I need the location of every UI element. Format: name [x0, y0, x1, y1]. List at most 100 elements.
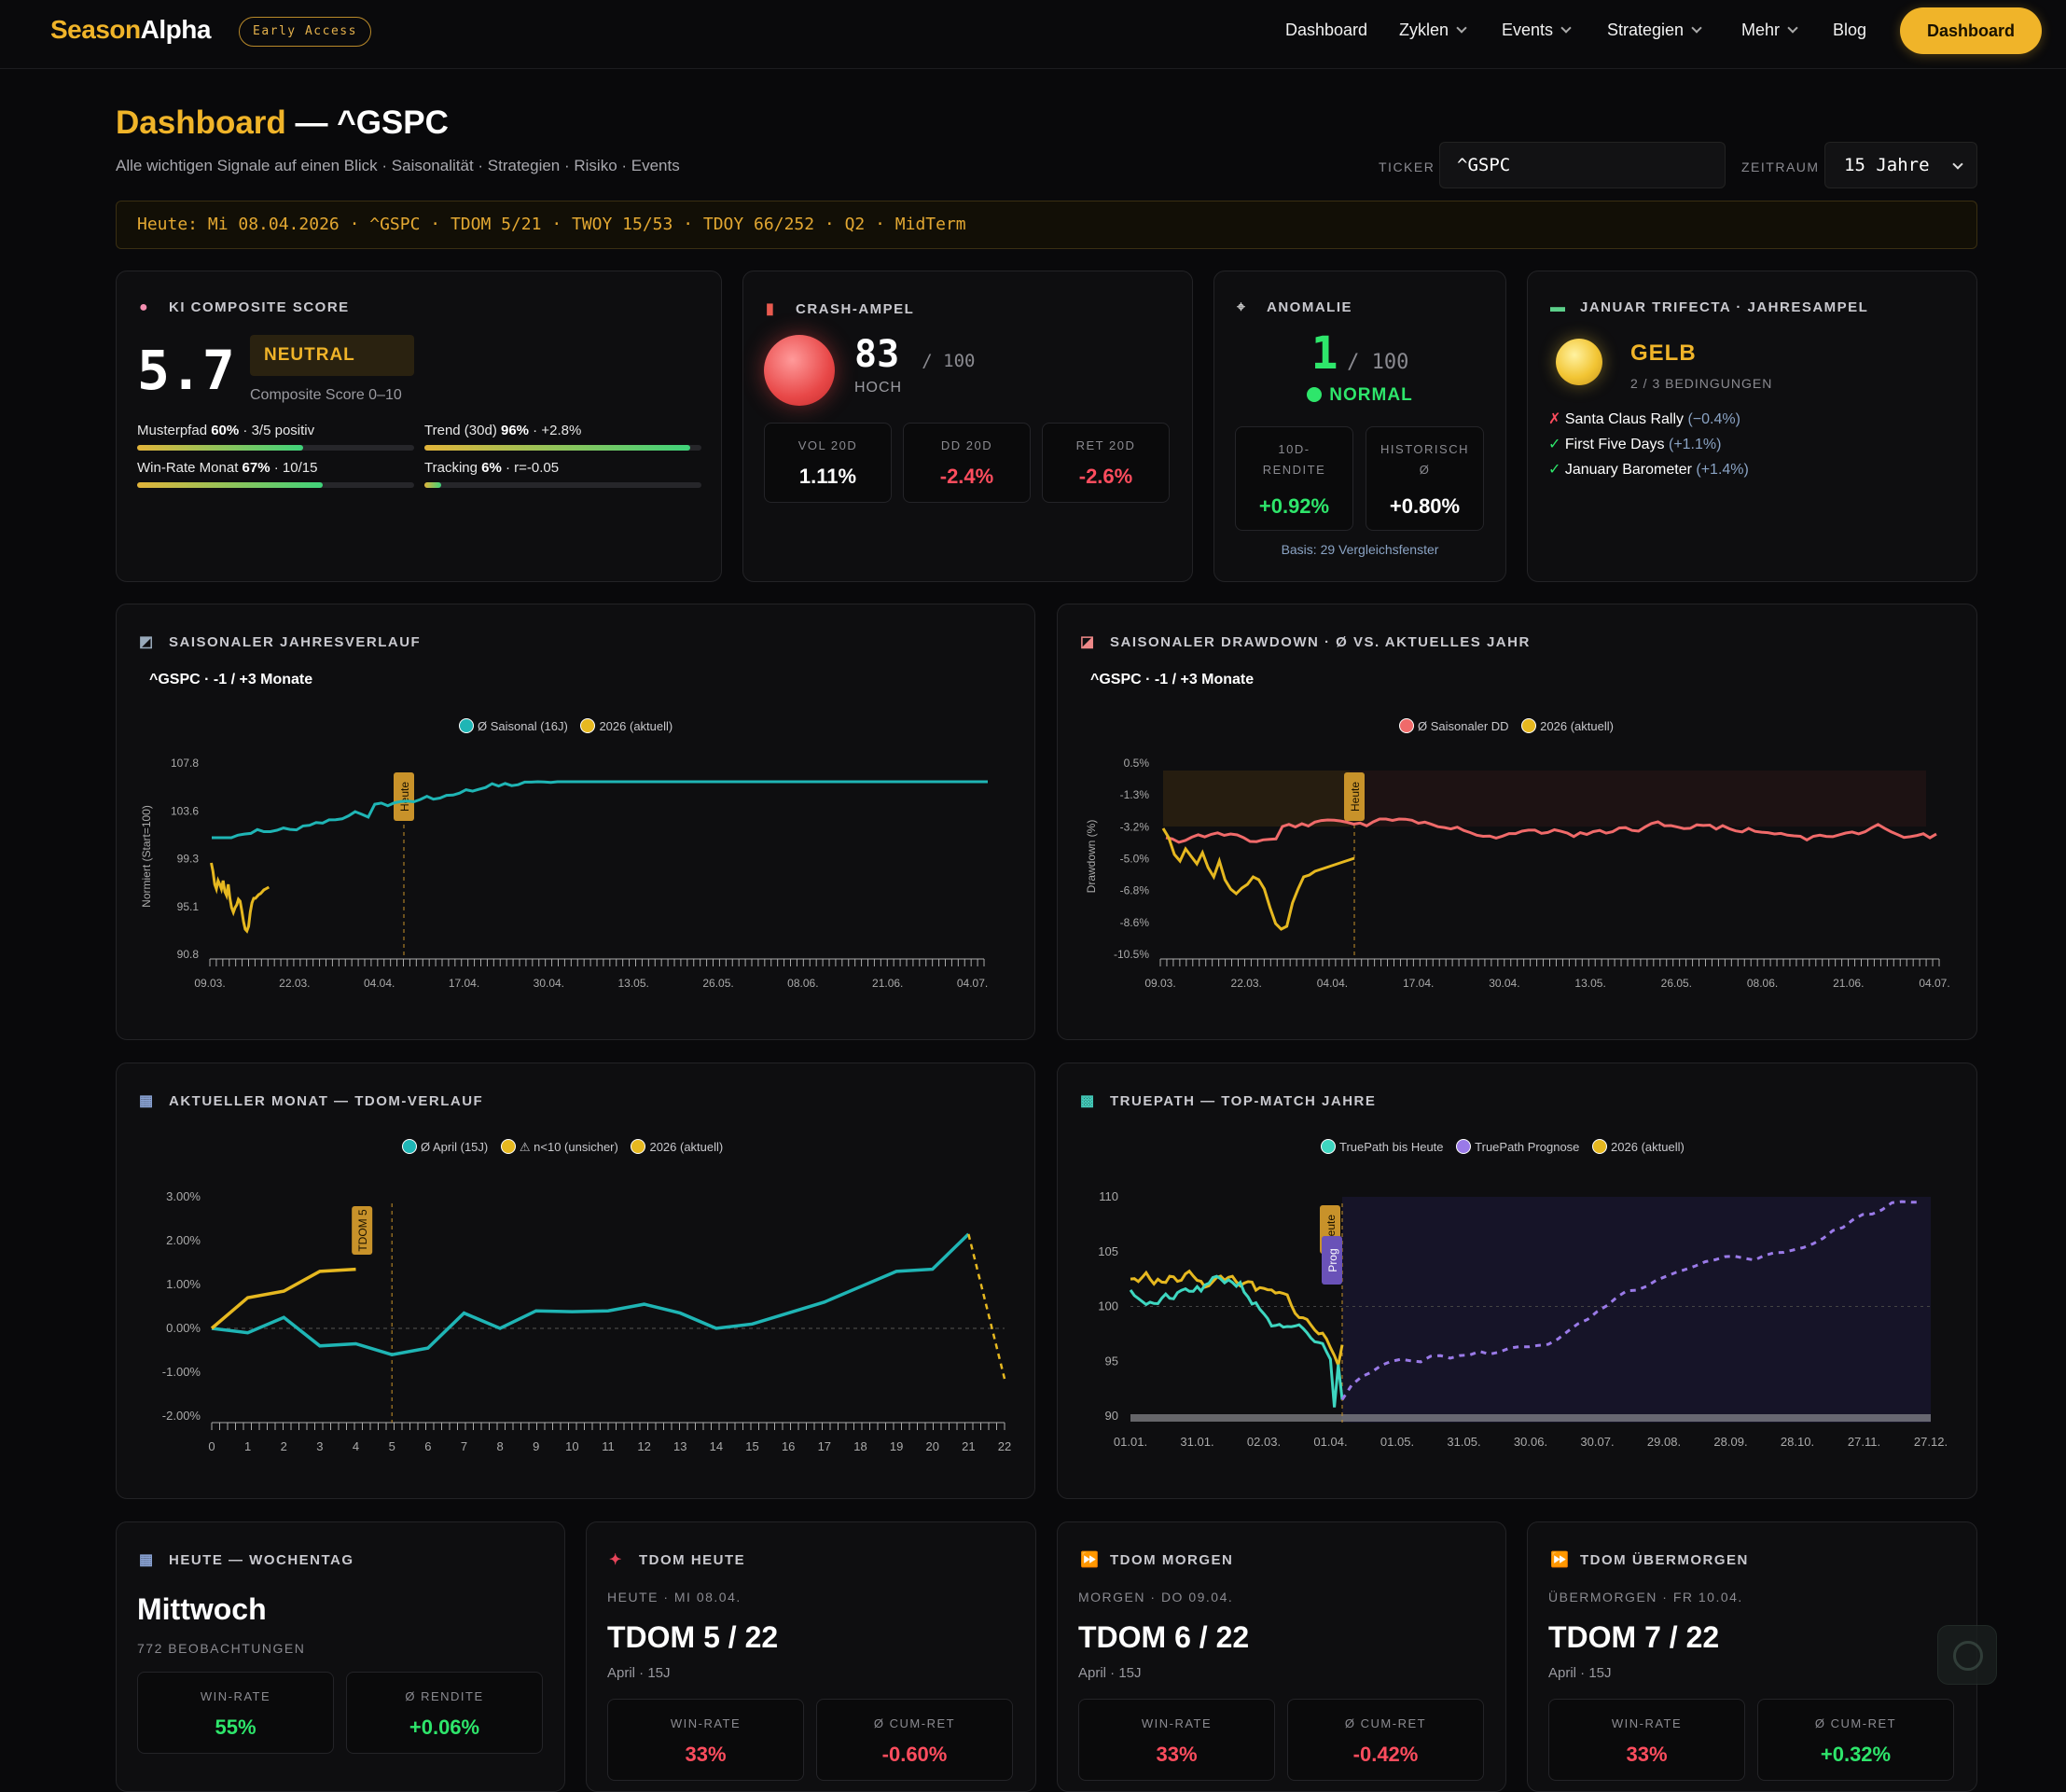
metric-tracking: Tracking 6% · r=-0.05: [424, 460, 560, 476]
tdom-value: TDOM 6 / 22: [1078, 1620, 1250, 1654]
stat-10d-rendite: 10D- RENDITE +0.92%: [1235, 426, 1353, 531]
x-tick-label: 26.05.: [1661, 977, 1692, 990]
sample-caption: April · 15J: [1078, 1665, 1142, 1681]
x-tick-label: 09.03.: [1144, 977, 1175, 990]
nav-events[interactable]: Events: [1502, 21, 1572, 40]
y-tick-label: 107.8: [171, 757, 199, 770]
legend-item[interactable]: ⚠ n<10 (unsicher): [500, 1139, 618, 1154]
nav-zyklen[interactable]: Zyklen: [1399, 21, 1467, 40]
chevron-down-icon: [1560, 22, 1572, 34]
chart-legend[interactable]: Ø April (15J) ⚠ n<10 (unsicher) 2026 (ak…: [402, 1139, 732, 1155]
x-tick-label: 21.06.: [1833, 977, 1864, 990]
zeitraum-select[interactable]: 15 Jahre: [1824, 142, 1977, 188]
zeitraum-label: ZEITRAUM: [1741, 160, 1820, 174]
x-tick-label: 8: [496, 1439, 503, 1453]
composite-score: 5.7: [137, 339, 235, 402]
y-tick-label: -8.6%: [1120, 916, 1150, 929]
chart-icon: ◩: [139, 634, 155, 650]
x-tick-label: 19: [890, 1439, 903, 1453]
x-tick-label: 04.04.: [364, 977, 395, 990]
x-tick-label: 20: [925, 1439, 938, 1453]
sample-caption: April · 15J: [607, 1665, 671, 1681]
card-heading: ◪ SAISONALER DRAWDOWN · Ø VS. AKTUELLES J…: [1080, 634, 1531, 650]
stat-vol20d: VOL 20D 1.11%: [764, 423, 892, 503]
nav-strategien[interactable]: Strategien: [1607, 21, 1702, 40]
card-heading: ⏩ TDOM MORGEN: [1080, 1552, 1234, 1568]
x-tick-label: 08.06.: [1747, 977, 1778, 990]
x-tick-label: 9: [533, 1439, 539, 1453]
anomalie-value: 1 / 100: [1310, 327, 1409, 380]
tdom-value: TDOM 7 / 22: [1548, 1620, 1720, 1654]
stat-rendite: Ø RENDITE +0.06%: [346, 1672, 543, 1754]
series-seasonal-dd-line: [1165, 817, 1937, 844]
x-tick-label: 15: [745, 1439, 758, 1453]
legend-item[interactable]: Ø April (15J): [402, 1139, 488, 1154]
legend-item[interactable]: 2026 (aktuell): [1592, 1139, 1685, 1154]
chart-legend[interactable]: TruePath bis Heute TruePath Prognose 202…: [1321, 1139, 1694, 1154]
logo[interactable]: SeasonAlpha: [50, 15, 211, 44]
x-tick-label: 08.06.: [787, 977, 818, 990]
x-tick-label: 13: [673, 1439, 686, 1453]
legend-item[interactable]: TruePath Prognose: [1456, 1139, 1579, 1154]
card-heading: ✦ TDOM HEUTE: [609, 1552, 746, 1568]
legend-item[interactable]: Ø Saisonaler DD: [1399, 718, 1509, 733]
x-tick-label: 16: [782, 1439, 795, 1453]
basis-note: Basis: 29 Vergleichsfenster: [1281, 542, 1439, 557]
assistant-widget-button[interactable]: [1937, 1625, 1997, 1685]
metric-musterpfad: Musterpfad 60% · 3/5 positiv: [137, 423, 315, 438]
legend-item[interactable]: 2026 (aktuell): [1521, 718, 1614, 733]
series-truepath-history-line: [1129, 1274, 1344, 1408]
drawdown-chart-card: ◪ SAISONALER DRAWDOWN · Ø VS. AKTUELLES J…: [1057, 604, 1977, 1040]
x-tick-label: 04.04.: [1317, 977, 1348, 990]
top-nav: SeasonAlpha Early Access Dashboard Zykle…: [0, 0, 2066, 69]
x-tick-label: 0: [208, 1439, 215, 1453]
truepath-chart-card: ▩ TRUEPATH — TOP-MATCH JAHRE TruePath bis…: [1057, 1063, 1977, 1499]
date-caption: HEUTE · MI 08.04.: [607, 1590, 742, 1604]
season-chart: 107.8 103.6 99.3 95.1 90.8 Normiert (Start=10…: [140, 757, 988, 990]
x-tick-label: 7: [461, 1439, 467, 1453]
nav-blog[interactable]: Blog: [1833, 21, 1867, 39]
y-tick-label: -2.00%: [162, 1409, 201, 1423]
x-tick-label: 3: [316, 1439, 323, 1453]
ticker-input[interactable]: ^GSPC: [1439, 142, 1726, 188]
legend-item[interactable]: TruePath bis Heute: [1321, 1139, 1444, 1154]
chart-legend[interactable]: Ø Saisonaler DD 2026 (aktuell): [1399, 718, 1623, 733]
x-tick-label: 13.05.: [1574, 977, 1605, 990]
y-tick-label: 0.5%: [1124, 757, 1150, 770]
tdom-today-card: ✦ TDOM HEUTE HEUTE · MI 08.04. TDOM 5 / 2…: [586, 1521, 1036, 1792]
x-tick-label: 2: [281, 1439, 287, 1453]
legend-item[interactable]: 2026 (aktuell): [631, 1139, 723, 1154]
y-tick-label: 110: [1099, 1189, 1118, 1203]
x-tick-label: 29.08.: [1647, 1435, 1681, 1449]
x-tick-label: 26.05.: [702, 977, 733, 990]
nav-mehr[interactable]: Mehr: [1741, 21, 1798, 40]
landscape-icon: ▩: [1080, 1093, 1096, 1109]
nav-dashboard[interactable]: Dashboard: [1285, 21, 1368, 39]
card-heading: ▬ JANUAR TRIFECTA · JAHRESAMPEL: [1550, 299, 1869, 315]
legend-item[interactable]: Ø Saisonal (16J): [459, 718, 568, 733]
y-tick-label: 105: [1098, 1244, 1118, 1258]
y-tick-label: -6.8%: [1120, 884, 1150, 897]
observation-count: 772 BEOBACHTUNGEN: [137, 1641, 306, 1656]
x-tick-label: 01.04.: [1313, 1435, 1347, 1449]
dashboard-cta-button[interactable]: Dashboard: [1900, 7, 2042, 54]
series-2026-line: [1130, 1269, 1344, 1370]
series-seasonal-line: [212, 780, 988, 840]
card-heading: ⏩ TDOM ÜBERMORGEN: [1550, 1552, 1749, 1568]
y-tick-label: -1.00%: [162, 1365, 201, 1379]
y-tick-label: 3.00%: [166, 1189, 201, 1203]
tdom-value: TDOM 5 / 22: [607, 1620, 779, 1654]
truepath-chart: 110 105 100 95 90 01.01. 31.01. 02.03. 01.04. 01.…: [1098, 1189, 1948, 1449]
chart-legend[interactable]: Ø Saisonal (16J) 2026 (aktuell): [459, 718, 682, 733]
marker-box: [1344, 772, 1365, 821]
x-tick-label: 02.03.: [1247, 1435, 1281, 1449]
series-april-avg-line: [211, 1232, 970, 1356]
x-tick-label: 5: [389, 1439, 395, 1453]
x-tick-label: 10: [565, 1439, 578, 1453]
y-axis-label: Normiert (Start=100): [140, 805, 153, 908]
chevron-down-icon: [1456, 22, 1467, 34]
x-tick-label: 30.04.: [1489, 977, 1519, 990]
chevron-down-icon: [1787, 22, 1798, 34]
legend-item[interactable]: 2026 (aktuell): [580, 718, 672, 733]
today-marker: Heute: [1344, 772, 1365, 821]
